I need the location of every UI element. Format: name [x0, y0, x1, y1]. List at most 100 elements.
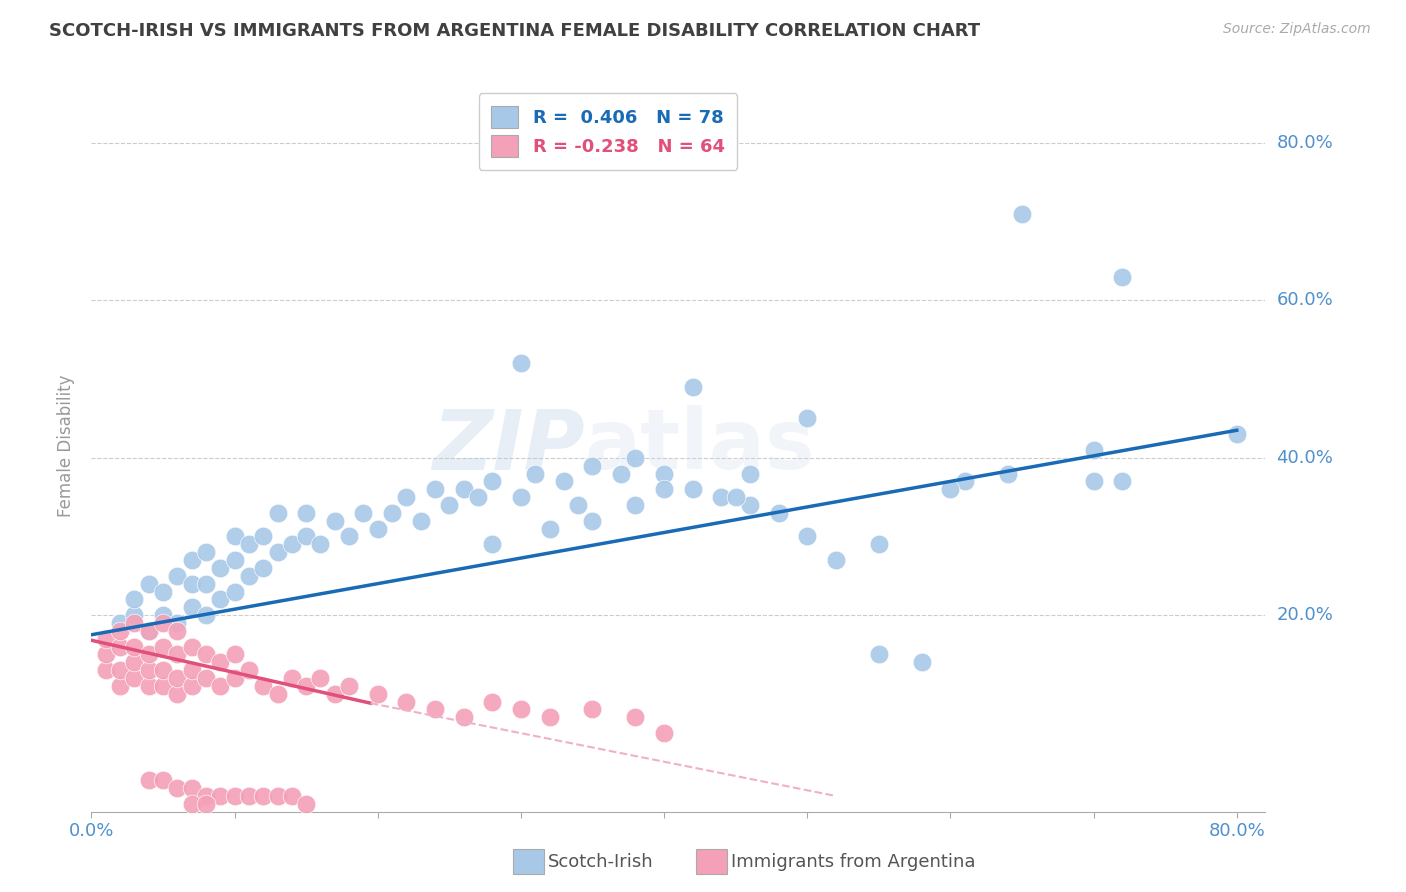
- Point: [224, 671, 246, 685]
- Point: [724, 490, 747, 504]
- Point: [152, 679, 174, 693]
- Text: SCOTCH-IRISH VS IMMIGRANTS FROM ARGENTINA FEMALE DISABILITY CORRELATION CHART: SCOTCH-IRISH VS IMMIGRANTS FROM ARGENTIN…: [49, 22, 980, 40]
- Point: [224, 584, 246, 599]
- Point: [94, 648, 117, 662]
- Point: [266, 506, 288, 520]
- Point: [124, 640, 146, 654]
- Point: [166, 687, 188, 701]
- Point: [453, 482, 475, 496]
- Point: [481, 695, 503, 709]
- Point: [1226, 427, 1249, 442]
- Text: ZIP: ZIP: [432, 406, 585, 486]
- Point: [224, 789, 246, 803]
- Point: [180, 797, 202, 811]
- Point: [180, 679, 202, 693]
- Point: [337, 679, 360, 693]
- Point: [180, 640, 202, 654]
- Point: [682, 482, 704, 496]
- Point: [825, 553, 848, 567]
- Point: [796, 529, 818, 543]
- Text: atlas: atlas: [585, 406, 815, 486]
- Point: [939, 482, 962, 496]
- Y-axis label: Female Disability: Female Disability: [58, 375, 76, 517]
- Point: [152, 640, 174, 654]
- Point: [166, 615, 188, 630]
- Point: [94, 632, 117, 646]
- Point: [409, 514, 432, 528]
- Point: [180, 781, 202, 796]
- Point: [138, 663, 160, 677]
- Point: [124, 592, 146, 607]
- Point: [467, 490, 489, 504]
- Point: [868, 537, 890, 551]
- Point: [652, 467, 675, 481]
- Point: [367, 687, 389, 701]
- Point: [124, 615, 146, 630]
- Point: [610, 467, 633, 481]
- Point: [796, 411, 818, 425]
- Point: [624, 498, 647, 512]
- Point: [581, 702, 603, 716]
- Point: [180, 600, 202, 615]
- Point: [138, 576, 160, 591]
- Point: [295, 797, 318, 811]
- Point: [567, 498, 589, 512]
- Point: [266, 545, 288, 559]
- Point: [295, 506, 318, 520]
- Point: [911, 655, 934, 669]
- Point: [180, 663, 202, 677]
- Point: [252, 789, 274, 803]
- Point: [295, 529, 318, 543]
- Point: [124, 655, 146, 669]
- Point: [194, 648, 217, 662]
- Point: [108, 615, 131, 630]
- Text: Source: ZipAtlas.com: Source: ZipAtlas.com: [1223, 22, 1371, 37]
- Point: [509, 702, 531, 716]
- Point: [624, 450, 647, 465]
- Legend: R =  0.406   N = 78, R = -0.238   N = 64: R = 0.406 N = 78, R = -0.238 N = 64: [478, 93, 737, 169]
- Point: [138, 624, 160, 638]
- Point: [323, 687, 346, 701]
- Point: [138, 679, 160, 693]
- Point: [138, 773, 160, 788]
- Point: [768, 506, 790, 520]
- Point: [738, 498, 761, 512]
- Point: [337, 529, 360, 543]
- Point: [953, 475, 976, 489]
- Point: [108, 624, 131, 638]
- Point: [710, 490, 733, 504]
- Point: [194, 576, 217, 591]
- Point: [1011, 207, 1033, 221]
- Point: [166, 648, 188, 662]
- Point: [252, 679, 274, 693]
- Point: [538, 710, 561, 724]
- Point: [108, 663, 131, 677]
- Point: [108, 679, 131, 693]
- Point: [395, 490, 418, 504]
- Point: [1111, 269, 1133, 284]
- Point: [238, 568, 260, 582]
- Text: 60.0%: 60.0%: [1277, 292, 1333, 310]
- Point: [166, 671, 188, 685]
- Text: Scotch-Irish: Scotch-Irish: [548, 853, 654, 871]
- Point: [124, 671, 146, 685]
- Point: [238, 789, 260, 803]
- Point: [538, 522, 561, 536]
- Point: [481, 475, 503, 489]
- Point: [652, 482, 675, 496]
- Point: [281, 537, 304, 551]
- Point: [309, 537, 332, 551]
- Point: [194, 789, 217, 803]
- Point: [209, 561, 232, 575]
- Point: [1083, 475, 1105, 489]
- Point: [209, 789, 232, 803]
- Text: 20.0%: 20.0%: [1277, 606, 1333, 624]
- Point: [124, 608, 146, 623]
- Point: [553, 475, 575, 489]
- Point: [1083, 442, 1105, 457]
- Point: [224, 553, 246, 567]
- Point: [194, 797, 217, 811]
- Point: [152, 608, 174, 623]
- Point: [266, 789, 288, 803]
- Point: [224, 529, 246, 543]
